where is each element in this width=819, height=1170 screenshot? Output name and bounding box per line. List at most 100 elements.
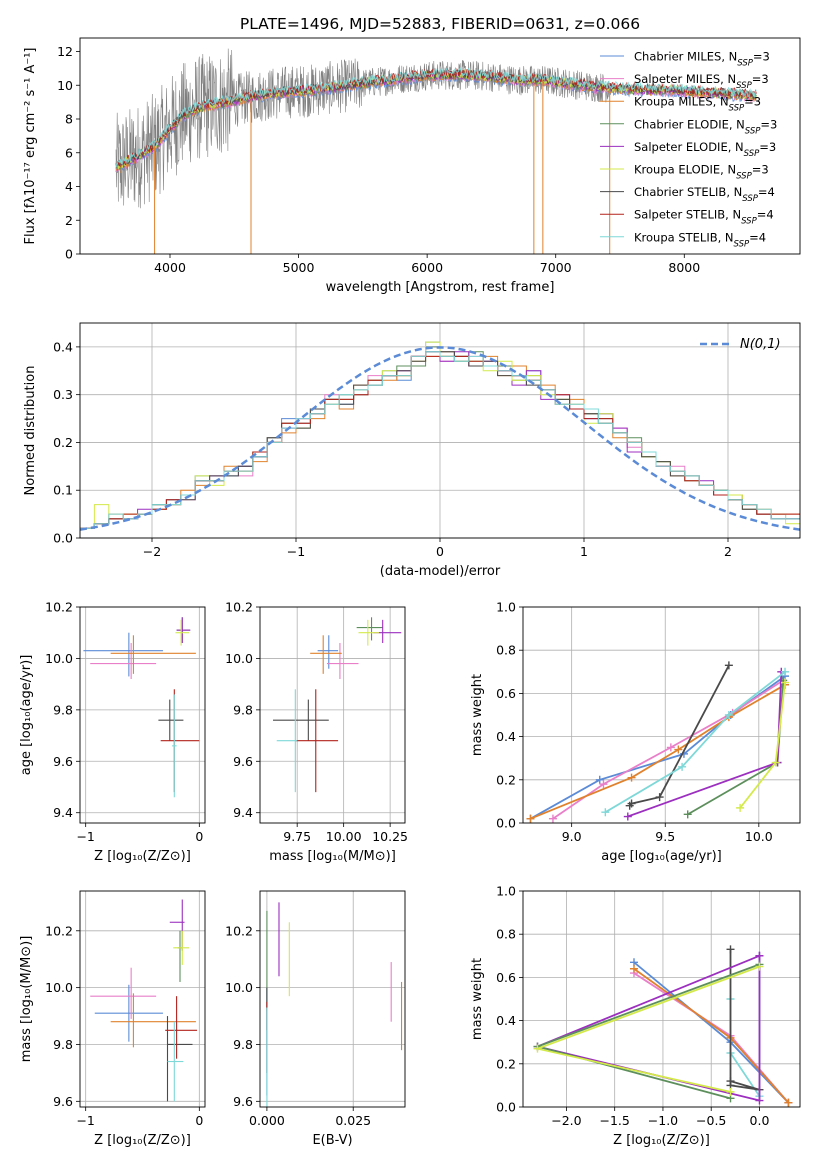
x-tick-label: 0.025 <box>335 1113 371 1128</box>
x-tick-label: 10.25 <box>372 829 408 844</box>
x-tick-label: −0.5 <box>696 1113 726 1128</box>
mass-weight-marker <box>623 812 632 821</box>
age_vs_mass-frame <box>259 606 406 824</box>
error-bar-point <box>110 993 196 1048</box>
mass-weight-marker <box>724 661 733 670</box>
error-bar-point <box>326 643 359 679</box>
age_vs_Z-plot-area <box>83 617 200 798</box>
y-tick-label: 0 <box>65 247 73 262</box>
mass_vs_Z-axes: −1 0 9.6 9.8 10.0 10.2 Z [log₁₀(Z/Z⊙)] mass [lo… <box>19 891 205 1148</box>
error-bar-point <box>110 635 196 674</box>
normal-curve <box>80 346 800 531</box>
legend-label: N(0,1) <box>740 337 781 352</box>
spectrum-axes: 4000 5000 6000 7000 8000 0 2 4 6 8 10 12 wavelength … <box>23 44 700 295</box>
error-bar-point <box>276 689 298 793</box>
mass-weight-line <box>729 955 761 1100</box>
residuals-legend: N(0,1) <box>700 337 781 352</box>
mass-weight-marker <box>724 711 733 719</box>
y-axis-label: age [log₁₀(age/yr)] <box>19 655 34 776</box>
x-axis-label: (data-model)/error <box>380 564 501 579</box>
x-axis-label: wavelength [Angstrom, rest frame] <box>326 280 555 295</box>
mass-weight-line <box>629 664 730 807</box>
mass-weight-marker <box>683 810 692 819</box>
y-tick-label: 10 <box>57 78 73 93</box>
mass_vs_ebv-plot-area <box>266 902 403 1107</box>
x-tick-label: −1.0 <box>648 1113 678 1128</box>
y-tick-label: 12 <box>57 44 73 59</box>
mass-weight-marker <box>674 745 683 754</box>
y-tick-label: 6 <box>65 145 73 160</box>
legend-label: Salpeter ELODIE, NSSP=3 <box>634 140 776 159</box>
x-tick-label: 6000 <box>411 260 443 275</box>
massweight_vs_Z-frame <box>522 890 801 1108</box>
age_vs_Z-frame <box>79 606 206 824</box>
legend-label: Kroupa STELIB, NSSP=4 <box>634 230 766 249</box>
error-bar-point <box>173 930 190 965</box>
y-tick-label: 0.6 <box>496 970 516 985</box>
y-tick-label: 10.2 <box>45 923 73 938</box>
error-bar-point <box>273 699 329 741</box>
x-tick-label: −2.0 <box>551 1113 581 1128</box>
figure-title: PLATE=1496, MJD=52883, FIBERID=0631, z=0… <box>240 15 640 33</box>
residuals-plot-area <box>80 341 800 531</box>
error-bar-point <box>158 699 184 741</box>
y-tick-label: 10.2 <box>225 600 253 615</box>
x-tick-label: 9.0 <box>562 829 582 844</box>
y-tick-label: 9.6 <box>53 754 73 769</box>
y-tick-label: 1.0 <box>496 600 516 615</box>
mass-weight-marker <box>629 964 638 973</box>
mass-weight-line <box>729 949 760 1091</box>
legend-label: Kroupa ELODIE, NSSP=3 <box>634 163 769 182</box>
y-axis-label: mass weight <box>470 674 485 756</box>
massweight_vs_Z-plot-area <box>533 945 793 1107</box>
x-tick-label: 5000 <box>283 260 315 275</box>
error-bar-point <box>356 617 383 641</box>
y-tick-label: 0.0 <box>53 531 73 546</box>
error-bar-point <box>90 967 157 1019</box>
y-tick-label: 10.0 <box>225 651 253 666</box>
age_vs_Z-axes: −1 0 9.4 9.6 9.8 10.0 10.2 Z [log₁₀(Z/Z⊙)] age [… <box>19 600 205 864</box>
x-axis-label: Z [log₁₀(Z/Z⊙)] <box>94 849 191 864</box>
x-tick-label: −1 <box>287 544 305 559</box>
error-bar-point <box>358 619 379 646</box>
error-bar-point <box>175 619 190 646</box>
x-tick-label: 0 <box>195 1113 203 1128</box>
error-bar-point <box>165 996 198 1059</box>
x-tick-label: 4000 <box>154 260 186 275</box>
x-tick-label: −1 <box>76 1113 94 1128</box>
x-axis-label: Z [log₁₀(Z/Z⊙)] <box>613 1133 710 1148</box>
y-tick-label: 0.3 <box>53 387 73 402</box>
x-tick-label: −2 <box>143 544 161 559</box>
x-tick-label: 10.0 <box>745 829 773 844</box>
massweight_vs_age-axes: 9.0 9.5 10.0 0.0 0.2 0.4 0.6 0.8 1.0 age [log₁₀(a… <box>470 600 800 864</box>
age_vs_mass-axes: 9.75 10.00 10.25 9.4 9.6 9.8 10.0 10.2 mass [log… <box>225 600 408 865</box>
y-tick-label: 0.4 <box>496 1013 516 1028</box>
x-axis-label: age [log₁₀(age/yr)] <box>601 849 722 864</box>
observed-spectrum-line <box>115 48 610 209</box>
massweight_vs_age-plot-area <box>526 661 790 823</box>
mass-weight-marker <box>784 1098 793 1107</box>
spectrum-plot-area <box>115 48 757 254</box>
y-tick-label: 10.0 <box>45 651 73 666</box>
mass-weight-marker <box>601 808 610 817</box>
histogram-step <box>80 351 800 529</box>
massweight_vs_Z-axes: −2.0 −1.5 −1.0 −0.5 0.0 0.0 0.2 0.4 0.6 0.8 1.0 Z [… <box>470 884 800 1148</box>
mass-weight-marker <box>736 803 745 812</box>
mass-weight-marker <box>666 743 675 752</box>
histogram-step <box>80 351 800 529</box>
y-tick-label: 10.0 <box>225 980 253 995</box>
y-tick-label: 4 <box>65 179 73 194</box>
x-tick-label: 2 <box>724 544 732 559</box>
mass_vs_Z-frame <box>79 890 206 1108</box>
error-bar-point <box>94 984 163 1042</box>
error-bar-point <box>83 632 163 677</box>
y-tick-label: 0.1 <box>53 483 73 498</box>
mass-weight-marker <box>726 1087 735 1096</box>
y-tick-label: 1.0 <box>496 884 516 899</box>
massweight_vs_age-frame <box>522 606 801 824</box>
error-bar-point <box>160 689 200 793</box>
y-tick-label: 9.8 <box>233 1037 253 1052</box>
x-tick-label: 0.0 <box>750 1113 770 1128</box>
